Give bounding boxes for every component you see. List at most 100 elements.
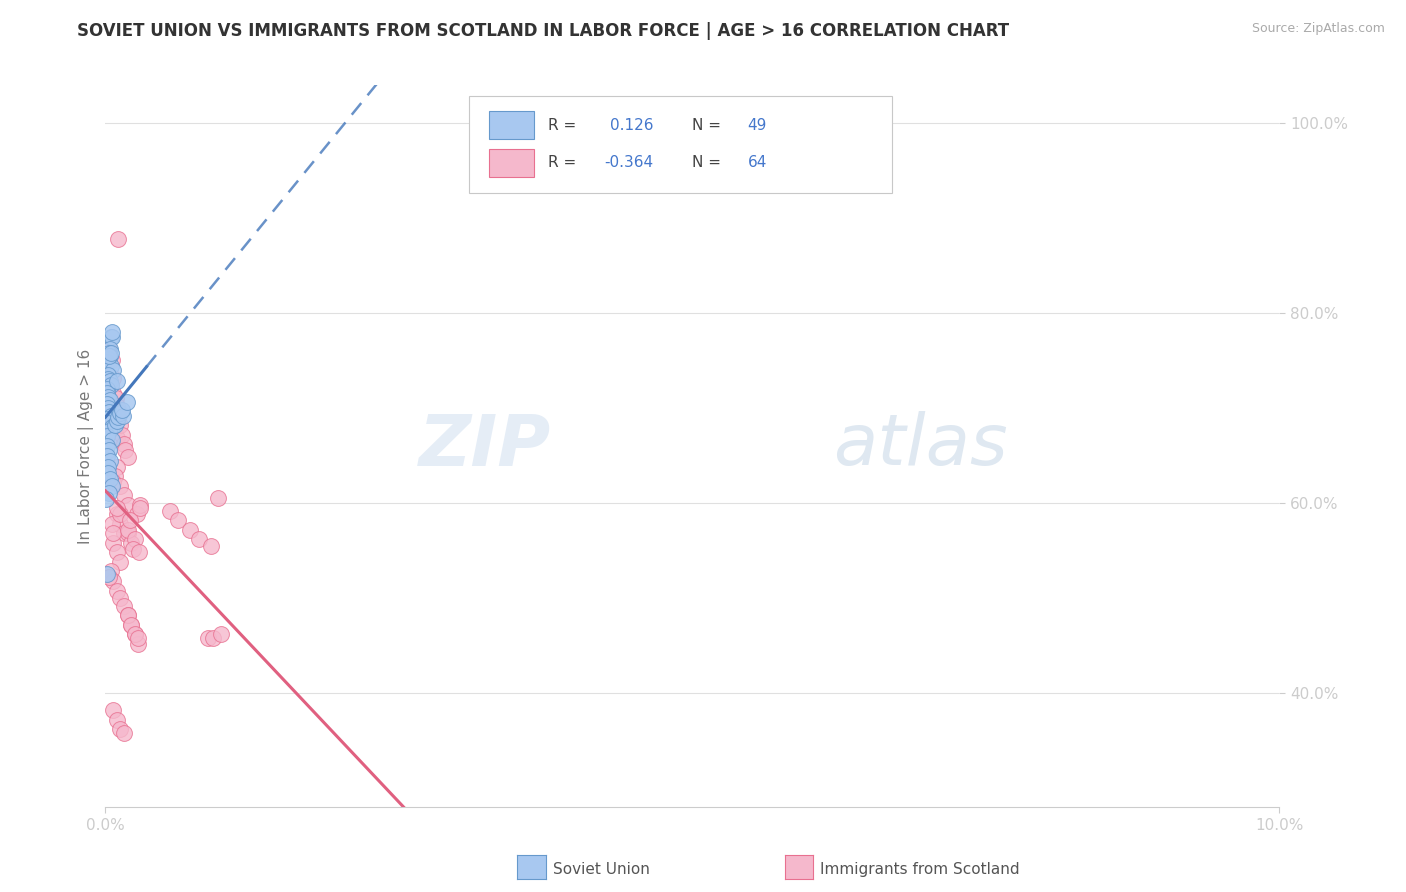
Point <box>120 617 142 632</box>
Point <box>105 500 128 515</box>
Point <box>129 500 152 515</box>
Point <box>108 555 131 569</box>
Point <box>98 346 121 360</box>
Point <box>96 439 118 453</box>
Point <box>100 329 122 343</box>
Point <box>96 492 118 507</box>
Point <box>125 508 148 522</box>
Point <box>111 403 134 417</box>
Point <box>98 454 121 468</box>
Text: 0.126: 0.126 <box>610 118 654 133</box>
Point <box>122 541 145 556</box>
Point <box>105 399 128 413</box>
Point <box>107 232 129 246</box>
Point <box>101 574 124 588</box>
Point <box>104 422 127 436</box>
Point <box>96 429 118 443</box>
Point <box>101 363 124 377</box>
Point <box>98 424 121 438</box>
Point <box>96 449 118 463</box>
Point <box>98 349 121 363</box>
Point <box>127 631 149 645</box>
Point <box>197 631 219 645</box>
Point <box>124 627 146 641</box>
Point <box>96 412 118 426</box>
Text: R =: R = <box>548 118 586 133</box>
Point <box>96 385 118 400</box>
Point <box>207 491 229 506</box>
Point <box>108 591 131 606</box>
Text: 49: 49 <box>748 118 768 133</box>
Point <box>202 631 225 645</box>
Point <box>101 329 124 343</box>
Bar <box>489 149 534 177</box>
Point <box>96 401 118 415</box>
Point <box>97 416 120 430</box>
Point <box>117 526 139 541</box>
Point <box>97 466 120 480</box>
Point <box>96 397 118 411</box>
Point <box>124 532 146 546</box>
Point <box>97 368 120 382</box>
Point <box>117 608 139 623</box>
Point <box>101 370 124 384</box>
Point <box>114 442 136 457</box>
Point <box>112 726 135 740</box>
Point <box>97 351 120 366</box>
Point <box>112 409 135 423</box>
Point <box>105 459 128 474</box>
Point <box>117 608 139 623</box>
Point <box>101 475 124 489</box>
Text: Soviet Union: Soviet Union <box>553 863 650 877</box>
Point <box>96 382 118 396</box>
Point <box>108 508 131 522</box>
Point <box>103 526 125 541</box>
Point <box>105 414 128 428</box>
Point <box>105 713 128 727</box>
Point <box>100 565 122 579</box>
Point <box>105 545 128 559</box>
Point <box>100 472 122 486</box>
Text: R =: R = <box>548 155 581 170</box>
Text: -0.364: -0.364 <box>605 155 654 170</box>
Point <box>98 570 121 584</box>
Point <box>115 395 138 409</box>
Point <box>104 392 127 406</box>
Text: Source: ZipAtlas.com: Source: ZipAtlas.com <box>1251 22 1385 36</box>
Point <box>100 359 122 373</box>
Point <box>97 390 120 404</box>
Point <box>129 498 152 512</box>
Point <box>128 545 150 559</box>
Point <box>120 536 142 550</box>
Point <box>101 415 124 429</box>
Point <box>105 583 128 598</box>
Point <box>117 498 139 512</box>
Point <box>112 526 135 541</box>
Point <box>101 325 124 339</box>
Point <box>120 617 142 632</box>
Point <box>98 342 121 356</box>
Point <box>159 503 181 517</box>
Point <box>105 375 128 389</box>
Point <box>107 410 129 425</box>
Point <box>101 516 124 531</box>
Point <box>98 485 121 500</box>
Point <box>97 459 120 474</box>
Point <box>100 410 122 425</box>
Point <box>98 375 121 389</box>
Point <box>101 479 124 493</box>
Point <box>108 418 131 433</box>
Point <box>108 723 131 737</box>
Point <box>105 508 128 522</box>
Point <box>104 418 127 433</box>
Text: SOVIET UNION VS IMMIGRANTS FROM SCOTLAND IN LABOR FORCE | AGE > 16 CORRELATION C: SOVIET UNION VS IMMIGRANTS FROM SCOTLAND… <box>77 22 1010 40</box>
Point <box>101 703 124 717</box>
Point <box>96 355 118 369</box>
Point <box>108 406 131 420</box>
Point <box>108 516 131 531</box>
Text: Immigrants from Scotland: Immigrants from Scotland <box>820 863 1019 877</box>
Point <box>97 382 120 396</box>
Text: atlas: atlas <box>834 411 1008 481</box>
Point <box>97 401 120 415</box>
Point <box>209 627 232 641</box>
